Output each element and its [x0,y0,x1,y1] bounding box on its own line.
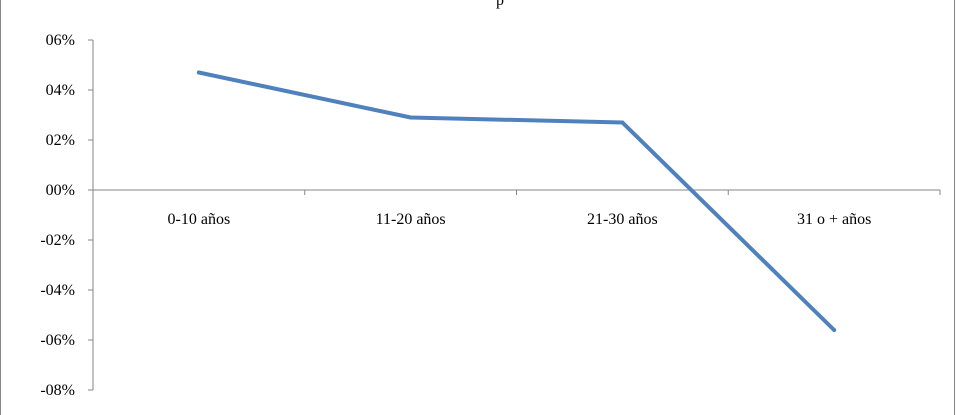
data-point [196,70,201,75]
series-line [196,70,837,332]
y-tick-label: -04% [40,282,75,299]
data-point [620,120,625,125]
y-tick-label: 00% [46,182,75,199]
y-tick-label: -06% [40,332,75,349]
chart-title: p [496,0,504,9]
x-axis: 0-10 años 11-20 años 21-30 años 31 o + años [92,189,941,228]
y-tick-label: 04% [46,82,75,99]
data-point [408,115,413,120]
x-tick-label: 11-20 años [376,211,446,228]
y-tick-label: 02% [46,132,75,149]
data-point [832,328,837,332]
y-tick-label: 06% [46,32,75,49]
x-tick-label: 21-30 años [587,211,658,228]
series-layer [196,70,837,332]
y-tick-label: -08% [40,382,75,399]
x-tick-label: 0-10 años [168,211,231,228]
y-tick-label: -02% [40,232,75,249]
x-tick-label: 31 o + años [797,211,871,228]
y-axis: 06% 04% 02% 00% -02% -04% -06% -08% [40,32,94,399]
